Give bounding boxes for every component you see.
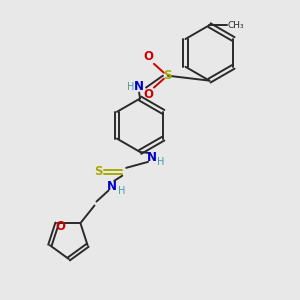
Text: N: N xyxy=(134,80,144,93)
Text: H: H xyxy=(118,186,125,196)
Text: O: O xyxy=(143,88,153,101)
Text: H: H xyxy=(128,82,135,92)
Text: S: S xyxy=(164,69,172,82)
Text: O: O xyxy=(55,220,65,232)
Text: N: N xyxy=(147,152,157,164)
Text: N: N xyxy=(107,180,117,193)
Text: S: S xyxy=(94,165,103,178)
Text: CH₃: CH₃ xyxy=(228,21,244,30)
Text: O: O xyxy=(143,50,153,63)
Text: H: H xyxy=(157,157,165,167)
